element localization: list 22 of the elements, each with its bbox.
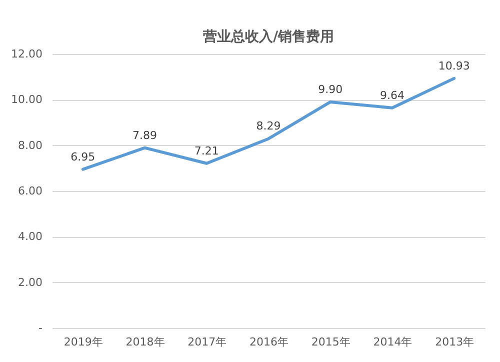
y-tick-label: 8.00 (18, 138, 42, 152)
y-tick-label: - (38, 322, 43, 334)
y-tick-label: 4.00 (18, 230, 42, 244)
x-tick-label: 2016年 (250, 336, 288, 348)
text: 7.89 (132, 128, 158, 142)
text: 7.21 (194, 144, 219, 158)
chart-title: 营业总收入/销售费用 (202, 29, 334, 45)
text: 9.64 (380, 88, 404, 102)
text: 8.29 (256, 120, 281, 133)
x-tick-label: 2015年 (311, 336, 350, 348)
x-tick-label: 2018年 (126, 336, 165, 348)
y-tick-label: 10.00 (11, 93, 42, 106)
text: 9.90 (318, 82, 343, 96)
x-tick-label: 2019年 (64, 336, 103, 348)
x-tick-label: 2017年 (188, 336, 227, 348)
x-tick-label: 2013年 (435, 336, 474, 348)
x-tick-label: 2014年 (373, 336, 412, 348)
text: 6.95 (70, 150, 96, 164)
y-tick-label: 2.00 (18, 276, 42, 289)
y-tick-label: 12.00 (11, 48, 42, 60)
y-tick-label: 6.00 (18, 184, 42, 198)
text: 10.93 (438, 59, 470, 72)
